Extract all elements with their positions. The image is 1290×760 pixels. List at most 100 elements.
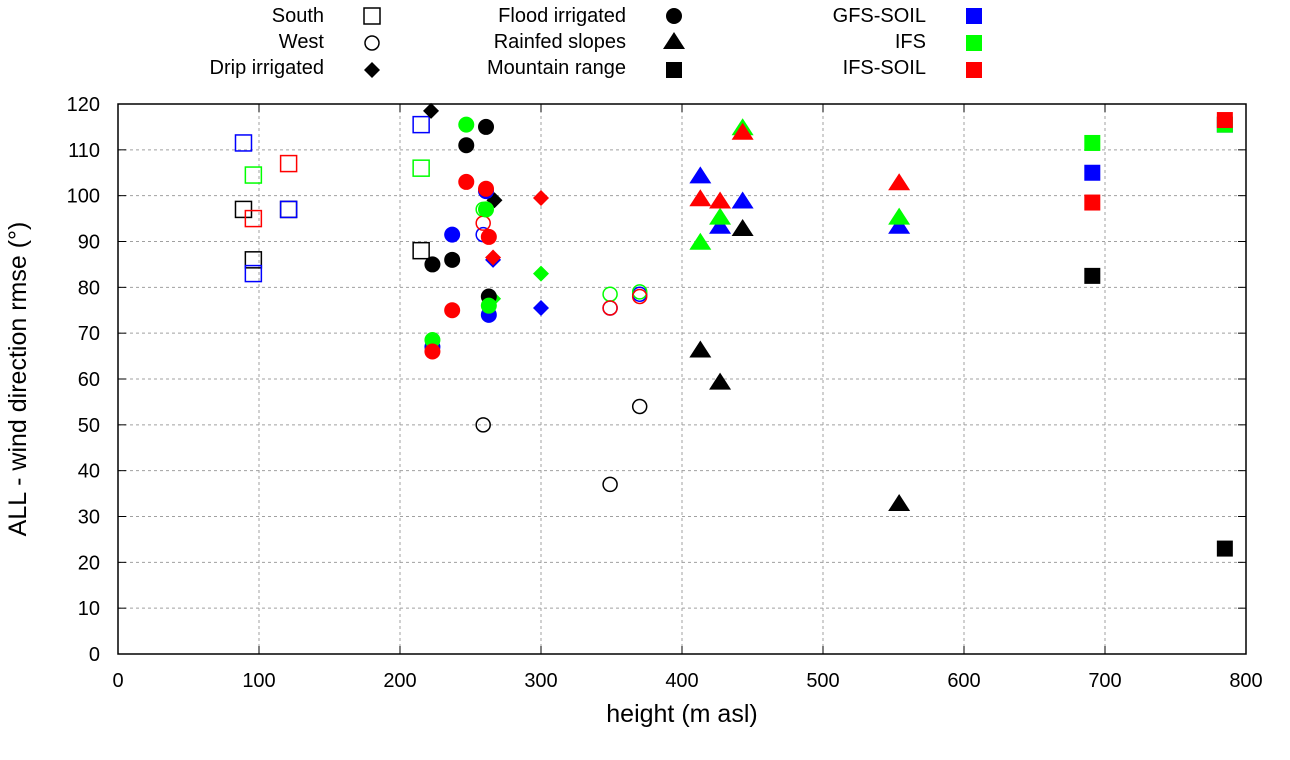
data-point	[731, 219, 754, 237]
axis-ticks	[117, 103, 1247, 655]
series-west-gfs-soil	[475, 226, 648, 316]
legend-marker-rainfed-slopes	[663, 32, 685, 49]
data-point	[602, 300, 618, 316]
series-south-gfs-soil	[234, 115, 430, 283]
data-point	[444, 302, 461, 319]
data-point	[602, 476, 618, 493]
legend-label-ifs: IFS	[895, 31, 926, 53]
data-point	[888, 216, 911, 234]
data-point	[478, 201, 495, 218]
data-point	[631, 288, 648, 305]
legend-marker-west	[364, 35, 380, 51]
data-point	[533, 189, 549, 206]
data-points	[234, 102, 1233, 557]
data-point	[689, 189, 712, 207]
y-tick-label: 120	[67, 94, 100, 116]
data-point	[485, 249, 502, 266]
x-axis-label: height (m asl)	[606, 700, 757, 728]
series-drip-irrigated-ifs-soil	[485, 189, 549, 266]
legend: South West Drip irrigated Flood irrigate…	[210, 5, 982, 79]
data-point	[888, 207, 911, 225]
y-tick-label: 0	[89, 644, 100, 666]
data-point	[478, 118, 495, 135]
legend-marker-flood-irrigated	[666, 8, 682, 24]
data-point	[244, 264, 263, 283]
y-tick-labels: 0 10 20 30 40 50 60 70 80 90 100 110 120	[67, 94, 100, 666]
y-tick-label: 80	[78, 277, 100, 299]
data-point	[444, 251, 461, 268]
series-mountain-range-ifs	[1084, 116, 1233, 151]
legend-label-flood-irrigated: Flood irrigated	[498, 5, 626, 27]
data-point	[475, 417, 491, 433]
legend-label-drip-irrigated: Drip irrigated	[210, 57, 324, 79]
data-point	[424, 256, 441, 273]
data-point	[458, 173, 475, 190]
legend-label-gfs-soil: GFS-SOIL	[833, 5, 926, 27]
legend-marker-gfs-soil	[966, 8, 982, 24]
data-point	[412, 241, 430, 260]
data-point	[234, 134, 253, 152]
data-point	[478, 180, 495, 197]
data-point	[709, 216, 732, 234]
x-tick-label: 500	[806, 670, 839, 692]
data-point	[279, 200, 298, 219]
data-point	[1216, 112, 1233, 129]
data-point	[689, 340, 712, 358]
legend-label-west: West	[279, 31, 325, 53]
y-tick-label: 10	[78, 598, 100, 620]
data-point	[709, 207, 732, 225]
series-flood-irrigated-obs	[424, 118, 497, 305]
data-point	[731, 122, 754, 140]
y-tick-label: 110	[68, 140, 100, 162]
data-point	[631, 284, 648, 300]
x-tick-label: 400	[665, 670, 698, 692]
data-point	[731, 191, 754, 209]
legend-label-rainfed-slopes: Rainfed slopes	[494, 31, 626, 53]
data-point	[1084, 194, 1101, 211]
series-mountain-range-gfs-soil	[1084, 116, 1233, 181]
data-point	[888, 494, 911, 512]
data-point	[709, 372, 732, 390]
legend-marker-south	[363, 7, 381, 25]
series-west-ifs-soil	[475, 215, 648, 316]
data-point	[423, 102, 440, 119]
data-point	[412, 159, 430, 177]
y-tick-label: 90	[78, 232, 100, 254]
legend-marker-ifs	[966, 35, 982, 51]
legend-marker-mountain-range	[666, 62, 682, 78]
y-tick-label: 70	[78, 323, 100, 345]
data-point	[602, 286, 618, 302]
x-tick-label: 0	[112, 670, 123, 692]
data-point	[244, 166, 263, 184]
series-rainfed-slopes-obs	[689, 219, 911, 512]
data-point	[689, 166, 712, 184]
data-point	[279, 154, 298, 173]
data-point	[888, 173, 911, 191]
series-south-ifs-soil	[244, 154, 298, 228]
series-rainfed-slopes-ifs-soil	[689, 122, 911, 209]
series-flood-irrigated-ifs	[424, 116, 497, 349]
series-west-ifs	[475, 201, 648, 302]
x-tick-label: 800	[1229, 670, 1262, 692]
data-point	[279, 200, 298, 219]
y-tick-label: 50	[78, 415, 100, 437]
x-tick-label: 100	[242, 670, 275, 692]
grid-lines	[118, 104, 1246, 654]
y-axis-label: ALL - wind direction rmse (°)	[4, 222, 32, 537]
x-tick-label: 700	[1088, 670, 1121, 692]
series-mountain-range-obs	[1084, 267, 1233, 557]
data-point	[444, 226, 461, 243]
series-south-ifs	[244, 159, 430, 184]
data-point	[533, 299, 549, 316]
y-tick-label: 30	[78, 507, 100, 529]
data-point	[480, 297, 497, 314]
series-flood-irrigated-ifs-soil	[424, 173, 497, 360]
data-point	[1216, 540, 1233, 557]
data-point	[1084, 164, 1101, 181]
data-point	[689, 232, 712, 250]
x-tick-label: 600	[947, 670, 980, 692]
y-tick-label: 40	[78, 461, 100, 483]
data-point	[709, 191, 732, 209]
data-point	[1084, 267, 1101, 284]
data-point	[533, 265, 549, 282]
